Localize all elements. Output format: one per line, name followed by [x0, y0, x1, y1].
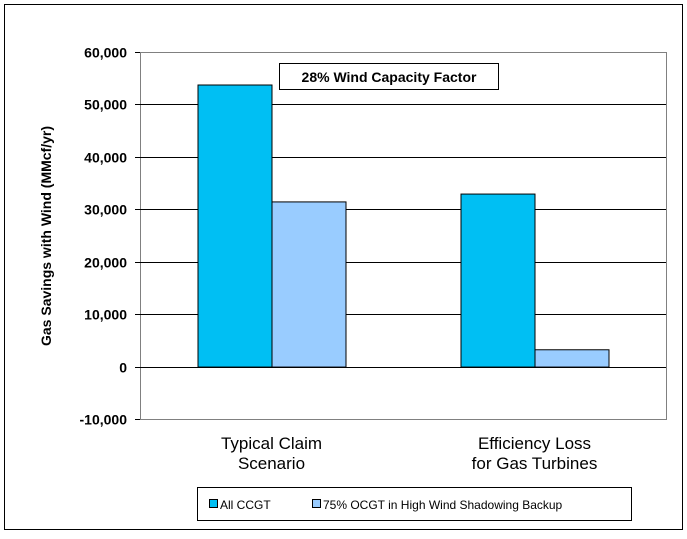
y-tick-label: 20,000 [84, 255, 127, 271]
y-axis-label: Gas Savings with Wind (MMcf/yr) [38, 126, 54, 346]
legend: All CCGT 75% OCGT in High Wind Shadowing … [197, 487, 632, 521]
y-tick-label: 60,000 [84, 45, 127, 61]
y-tick-label: 10,000 [84, 307, 127, 323]
x-category-label: for Gas Turbines [472, 454, 598, 473]
legend-label: All CCGT [220, 498, 271, 512]
legend-swatch [312, 499, 321, 508]
bar [271, 201, 347, 368]
bars [197, 84, 610, 368]
bar [197, 84, 273, 368]
y-tick-label: 30,000 [84, 202, 127, 218]
x-category-label: Scenario [238, 454, 305, 473]
x-category-label: Typical Claim [221, 434, 322, 453]
y-tick-label: 0 [119, 360, 127, 376]
legend-swatch [209, 499, 218, 508]
y-tick-labels: -10,000 0 10,000 20,000 30,000 40,000 50,000 60… [80, 45, 128, 428]
annotation-box [279, 63, 499, 90]
annotation-label: 28% Wind Capacity Factor [302, 69, 477, 85]
y-tick-label: 40,000 [84, 150, 127, 166]
legend-box [197, 487, 632, 521]
x-category-label: Efficiency Loss [478, 434, 591, 453]
legend-label: 75% OCGT in High Wind Shadowing Backup [323, 498, 563, 512]
y-tick-label: 50,000 [84, 97, 127, 113]
bar [534, 349, 610, 368]
bar [460, 193, 536, 368]
y-tick-label: -10,000 [80, 412, 128, 428]
